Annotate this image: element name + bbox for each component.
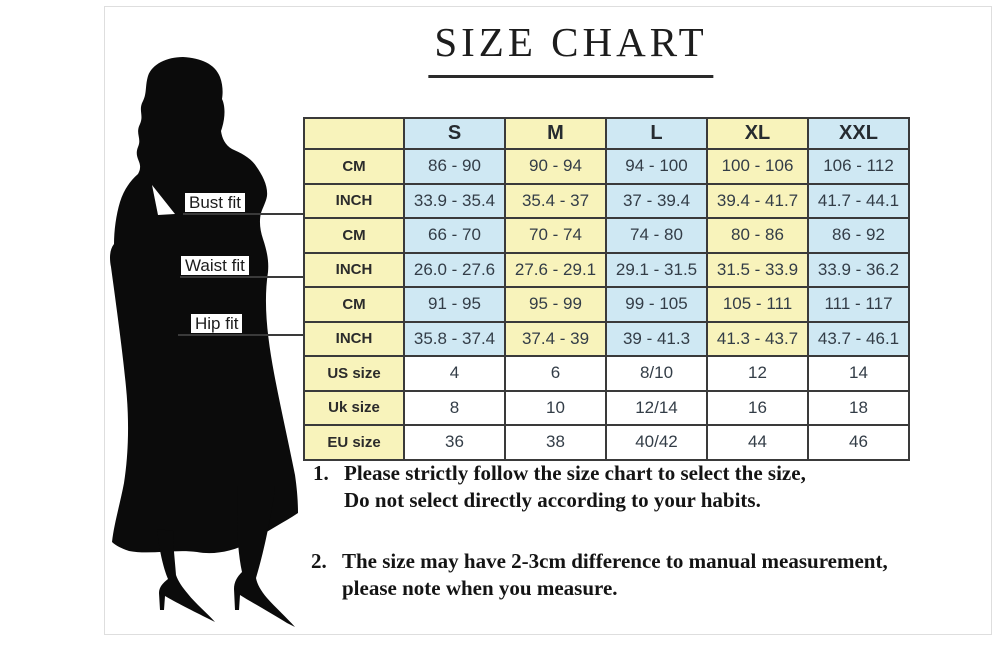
size-table-row: EU size 36 38 40/42 44 46 [303, 424, 910, 461]
size-cell: 6 [504, 355, 607, 392]
size-cell: 39 - 41.3 [605, 320, 708, 357]
size-cell: 95 - 99 [504, 286, 607, 323]
note-2: 2. The size may have 2-3cm difference to… [311, 548, 888, 602]
column-header-l: L [605, 117, 708, 150]
hip-fit-line [178, 334, 304, 336]
size-cell: 18 [807, 389, 910, 426]
size-cell: 29.1 - 31.5 [605, 251, 708, 288]
row-label: INCH [303, 251, 405, 288]
note-line: Please strictly follow the size chart to… [344, 461, 806, 485]
size-cell: 41.7 - 44.1 [807, 182, 910, 219]
size-cell: 26.0 - 27.6 [403, 251, 506, 288]
hip-fit-label: Hip fit [191, 314, 243, 333]
size-cell: 35.8 - 37.4 [403, 320, 506, 357]
silhouette-left-shoe [157, 529, 215, 622]
size-cell: 40/42 [605, 424, 708, 461]
row-label: US size [303, 355, 405, 392]
size-cell: 43.7 - 46.1 [807, 320, 910, 357]
row-label: INCH [303, 320, 405, 357]
size-cell: 80 - 86 [706, 217, 809, 254]
row-label: INCH [303, 182, 405, 219]
size-cell: 44 [706, 424, 809, 461]
row-label: Uk size [303, 389, 405, 426]
note-1-number: 1. [313, 461, 329, 485]
size-cell: 37 - 39.4 [605, 182, 708, 219]
size-cell: 12/14 [605, 389, 708, 426]
column-header-xxl: XXL [807, 117, 910, 150]
silhouette-arm-gap [152, 185, 175, 215]
note-line: The size may have 2-3cm difference to ma… [342, 549, 888, 573]
size-cell: 4 [403, 355, 506, 392]
size-table-row: INCH 26.0 - 27.6 27.6 - 29.1 29.1 - 31.5 31.… [303, 251, 910, 288]
silhouette-body [110, 57, 298, 554]
size-cell: 8 [403, 389, 506, 426]
size-table-row: INCH 35.8 - 37.4 37.4 - 39 39 - 41.3 41.3 - … [303, 320, 910, 357]
size-cell: 100 - 106 [706, 148, 809, 185]
size-cell: 39.4 - 41.7 [706, 182, 809, 219]
size-table-row: CM 66 - 70 70 - 74 74 - 80 80 - 86 86 - 92 [303, 217, 910, 254]
size-table-row: INCH 33.9 - 35.4 35.4 - 37 37 - 39.4 39.4 - … [303, 182, 910, 219]
size-cell: 16 [706, 389, 809, 426]
size-cell: 27.6 - 29.1 [504, 251, 607, 288]
note-2-number: 2. [311, 549, 327, 573]
size-table: S M L XL XXL CM 86 - 90 90 - 94 94 - 100 100… [303, 117, 910, 461]
note-2-text: The size may have 2-3cm difference to ma… [342, 548, 888, 602]
note-1: 1. Please strictly follow the size chart… [313, 460, 806, 514]
size-cell: 33.9 - 35.4 [403, 182, 506, 219]
size-table-row: CM 91 - 95 95 - 99 99 - 105 105 - 111 111 - 1… [303, 286, 910, 323]
waist-fit-line [180, 276, 304, 278]
row-label: CM [303, 148, 405, 185]
note-line: please note when you measure. [342, 576, 618, 600]
size-table-row: CM 86 - 90 90 - 94 94 - 100 100 - 106 106 - 1… [303, 148, 910, 185]
size-cell: 37.4 - 39 [504, 320, 607, 357]
column-header-s: S [403, 117, 506, 150]
size-cell: 38 [504, 424, 607, 461]
size-cell: 33.9 - 36.2 [807, 251, 910, 288]
size-table-row: US size 4 6 8/10 12 14 [303, 355, 910, 392]
note-1-text: Please strictly follow the size chart to… [344, 460, 806, 514]
size-cell: 90 - 94 [504, 148, 607, 185]
row-label: CM [303, 217, 405, 254]
bust-fit-label: Bust fit [185, 193, 245, 212]
size-cell: 41.3 - 43.7 [706, 320, 809, 357]
page-title: SIZE CHART [428, 18, 714, 78]
size-cell: 31.5 - 33.9 [706, 251, 809, 288]
column-header-m: M [504, 117, 607, 150]
size-cell: 86 - 92 [807, 217, 910, 254]
woman-silhouette [110, 57, 298, 627]
row-label: EU size [303, 424, 405, 461]
size-cell: 36 [403, 424, 506, 461]
size-cell: 74 - 80 [605, 217, 708, 254]
size-cell: 86 - 90 [403, 148, 506, 185]
size-cell: 8/10 [605, 355, 708, 392]
note-line: Do not select directly according to your… [344, 488, 761, 512]
bust-fit-line [183, 213, 304, 215]
size-cell: 35.4 - 37 [504, 182, 607, 219]
size-cell: 14 [807, 355, 910, 392]
silhouette-right-shoe [234, 486, 295, 627]
row-label: CM [303, 286, 405, 323]
corner-cell [303, 117, 405, 150]
size-cell: 111 - 117 [807, 286, 910, 323]
size-cell: 70 - 74 [504, 217, 607, 254]
size-table-header-row: S M L XL XXL [303, 117, 910, 150]
size-cell: 106 - 112 [807, 148, 910, 185]
size-cell: 99 - 105 [605, 286, 708, 323]
size-cell: 105 - 111 [706, 286, 809, 323]
size-cell: 10 [504, 389, 607, 426]
column-header-xl: XL [706, 117, 809, 150]
size-cell: 66 - 70 [403, 217, 506, 254]
size-cell: 94 - 100 [605, 148, 708, 185]
size-cell: 12 [706, 355, 809, 392]
size-table-row: Uk size 8 10 12/14 16 18 [303, 389, 910, 426]
size-cell: 91 - 95 [403, 286, 506, 323]
waist-fit-label: Waist fit [181, 256, 249, 275]
size-cell: 46 [807, 424, 910, 461]
